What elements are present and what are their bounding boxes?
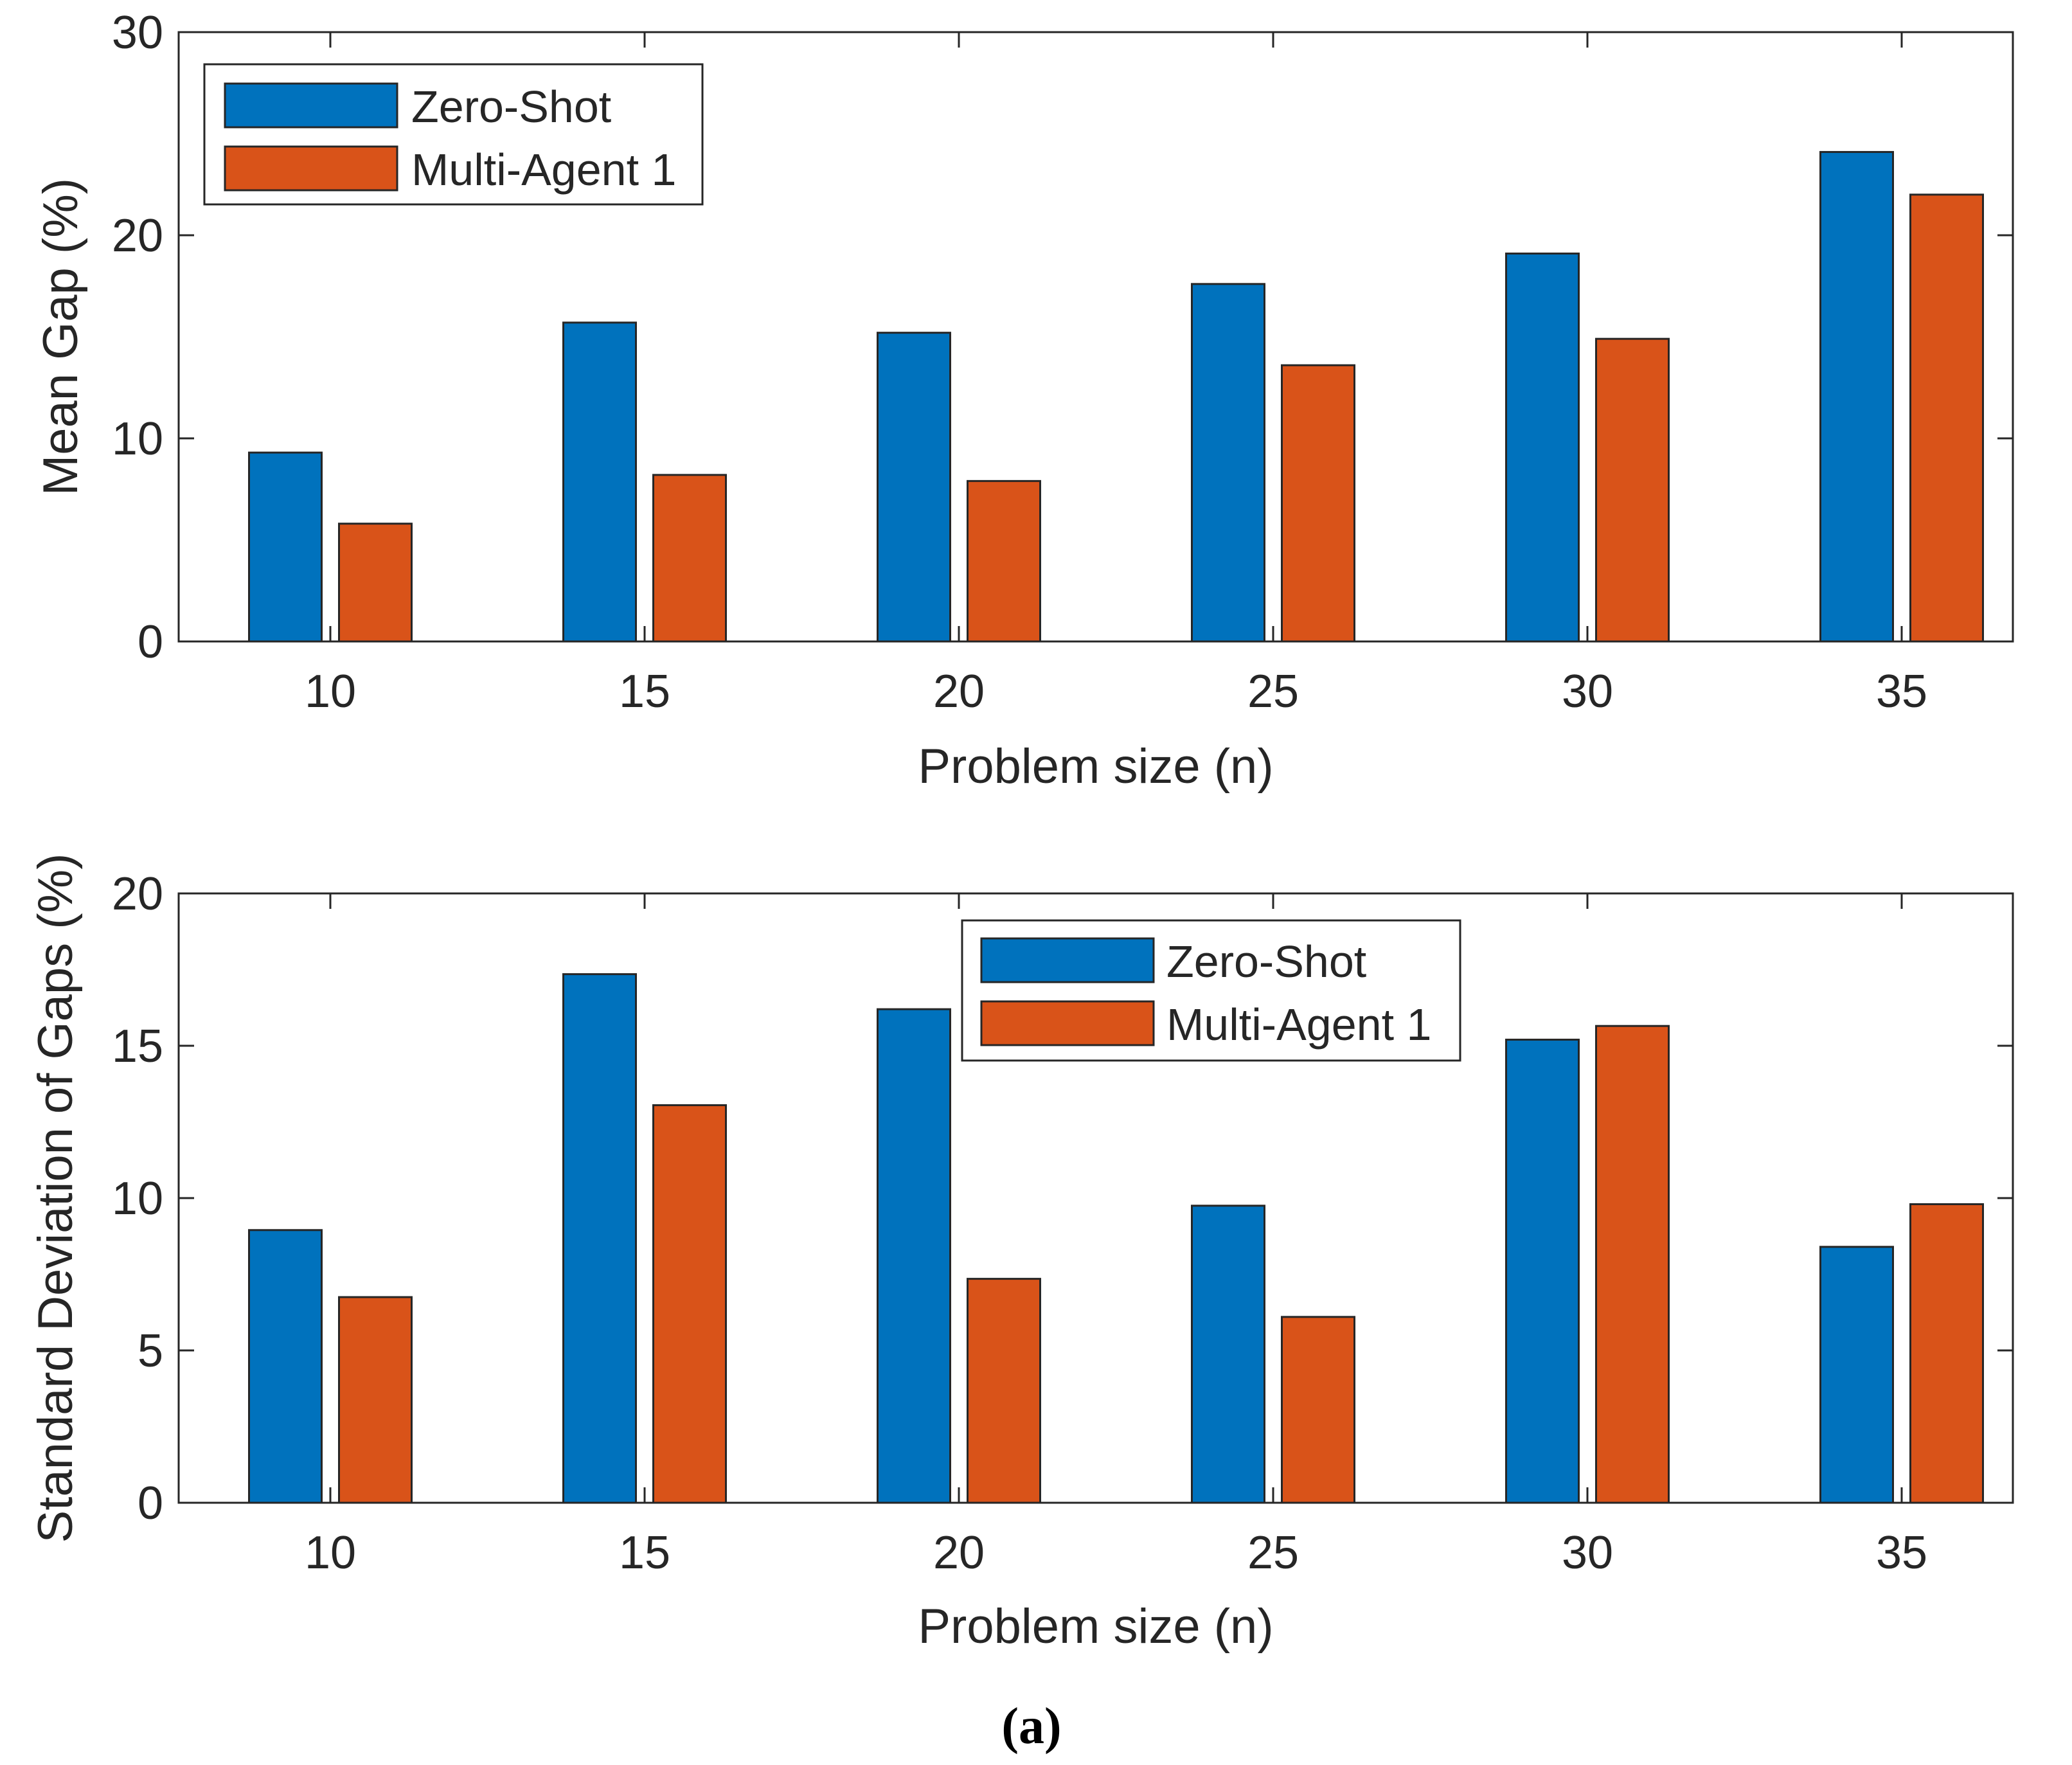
mean-gap-xtick-labels: 10 15 20 25 30 35 [305,666,1927,717]
mean-gap-chart: 0 10 20 30 10 15 20 25 30 35 Problem size (n) Me… [33,7,2014,794]
std-gap-bar-multi-agent-1-25 [1281,1316,1355,1504]
std-gap-y-axis-label: Standard Deviation of Gaps (%) [28,854,83,1543]
mean-gap-bar-multi-agent-1-30 [1595,337,1670,643]
std-gap-bar-multi-agent-1-15 [652,1104,727,1504]
std-gap-xtick-label-35: 35 [1876,1527,1927,1579]
std-gap-ytick-label-15: 15 [112,1021,163,1072]
std-gap-chart: 0 5 10 15 20 10 15 20 25 30 35 Problem size (n) S… [28,854,2014,1654]
std-gap-ytick-labels: 0 5 10 15 20 [112,868,163,1529]
std-gap-bar-zero-shot-35 [1819,1246,1894,1504]
mean-gap-xtick-label-25: 25 [1247,666,1299,717]
mean-gap-legend-swatch-multi-agent-1 [224,145,398,192]
std-gap-legend-label-zero-shot: Zero-Shot [1166,936,1366,987]
mean-gap-xtick-label-10: 10 [305,666,356,717]
mean-gap-bar-multi-agent-1-15 [652,474,727,643]
std-gap-ytick-label-10: 10 [112,1173,163,1224]
std-gap-bar-zero-shot-15 [562,973,637,1504]
std-gap-bar-zero-shot-10 [248,1229,323,1504]
mean-gap-xtick-label-35: 35 [1876,666,1927,717]
mean-gap-ytick-label-30: 30 [112,7,163,58]
std-gap-bar-multi-agent-1-10 [338,1296,413,1504]
mean-gap-legend-swatch-zero-shot [224,82,398,129]
std-gap-xtick-label-15: 15 [619,1527,670,1579]
mean-gap-y-axis-label: Mean Gap (%) [33,178,88,496]
std-gap-xtick-label-20: 20 [933,1527,985,1579]
mean-gap-bar-multi-agent-1-35 [1909,193,1984,643]
std-gap-xtick-label-10: 10 [305,1527,356,1579]
mean-gap-bar-multi-agent-1-10 [338,523,413,643]
mean-gap-ytick-labels: 0 10 20 30 [112,7,163,668]
std-gap-bar-multi-agent-1-30 [1595,1025,1670,1504]
mean-gap-bars [248,150,1984,643]
mean-gap-ytick-label-20: 20 [112,210,163,262]
mean-gap-xtick-label-15: 15 [619,666,670,717]
mean-gap-ticks [179,31,2013,643]
mean-gap-bar-multi-agent-1-20 [967,479,1041,643]
mean-gap-bar-zero-shot-25 [1191,283,1265,643]
std-gap-legend-swatch-multi-agent-1 [980,1000,1155,1046]
std-gap-xtick-label-30: 30 [1562,1527,1613,1579]
mean-gap-bar-zero-shot-35 [1819,150,1894,643]
mean-gap-ytick-label-0: 0 [138,616,163,668]
std-gap-bar-multi-agent-1-20 [967,1278,1041,1504]
std-gap-legend[interactable]: Zero-Shot Multi-Agent 1 [961,919,1461,1062]
std-gap-ytick-label-20: 20 [112,868,163,920]
std-gap-bars [248,973,1984,1504]
figure-caption: (a) [1001,1698,1061,1755]
mean-gap-bar-multi-agent-1-25 [1281,364,1355,643]
mean-gap-ytick-label-10: 10 [112,413,163,465]
mean-gap-legend[interactable]: Zero-Shot Multi-Agent 1 [203,63,704,206]
mean-gap-bar-zero-shot-20 [877,332,951,643]
mean-gap-x-axis-label: Problem size (n) [918,739,1273,794]
mean-gap-axes-box [177,31,2014,643]
std-gap-bar-zero-shot-25 [1191,1205,1265,1504]
std-gap-bar-zero-shot-30 [1505,1039,1580,1504]
std-gap-bar-zero-shot-20 [877,1008,951,1504]
std-gap-legend-swatch-zero-shot [980,937,1155,983]
std-gap-legend-label-multi-agent-1: Multi-Agent 1 [1166,999,1431,1050]
std-gap-xtick-label-25: 25 [1247,1527,1299,1579]
mean-gap-legend-label-zero-shot: Zero-Shot [411,82,611,132]
std-gap-bar-multi-agent-1-35 [1909,1203,1984,1504]
std-gap-ticks [179,892,2013,1504]
std-gap-ytick-label-0: 0 [138,1478,163,1529]
mean-gap-legend-label-multi-agent-1: Multi-Agent 1 [411,145,676,195]
mean-gap-xtick-label-20: 20 [933,666,985,717]
mean-gap-bar-zero-shot-15 [562,321,637,643]
std-gap-ytick-label-5: 5 [138,1325,163,1377]
mean-gap-bar-zero-shot-30 [1505,252,1580,643]
mean-gap-xtick-label-30: 30 [1562,666,1613,717]
mean-gap-bar-zero-shot-10 [248,451,323,643]
std-gap-x-axis-label: Problem size (n) [918,1599,1273,1654]
std-gap-xtick-labels: 10 15 20 25 30 35 [305,1527,1927,1579]
